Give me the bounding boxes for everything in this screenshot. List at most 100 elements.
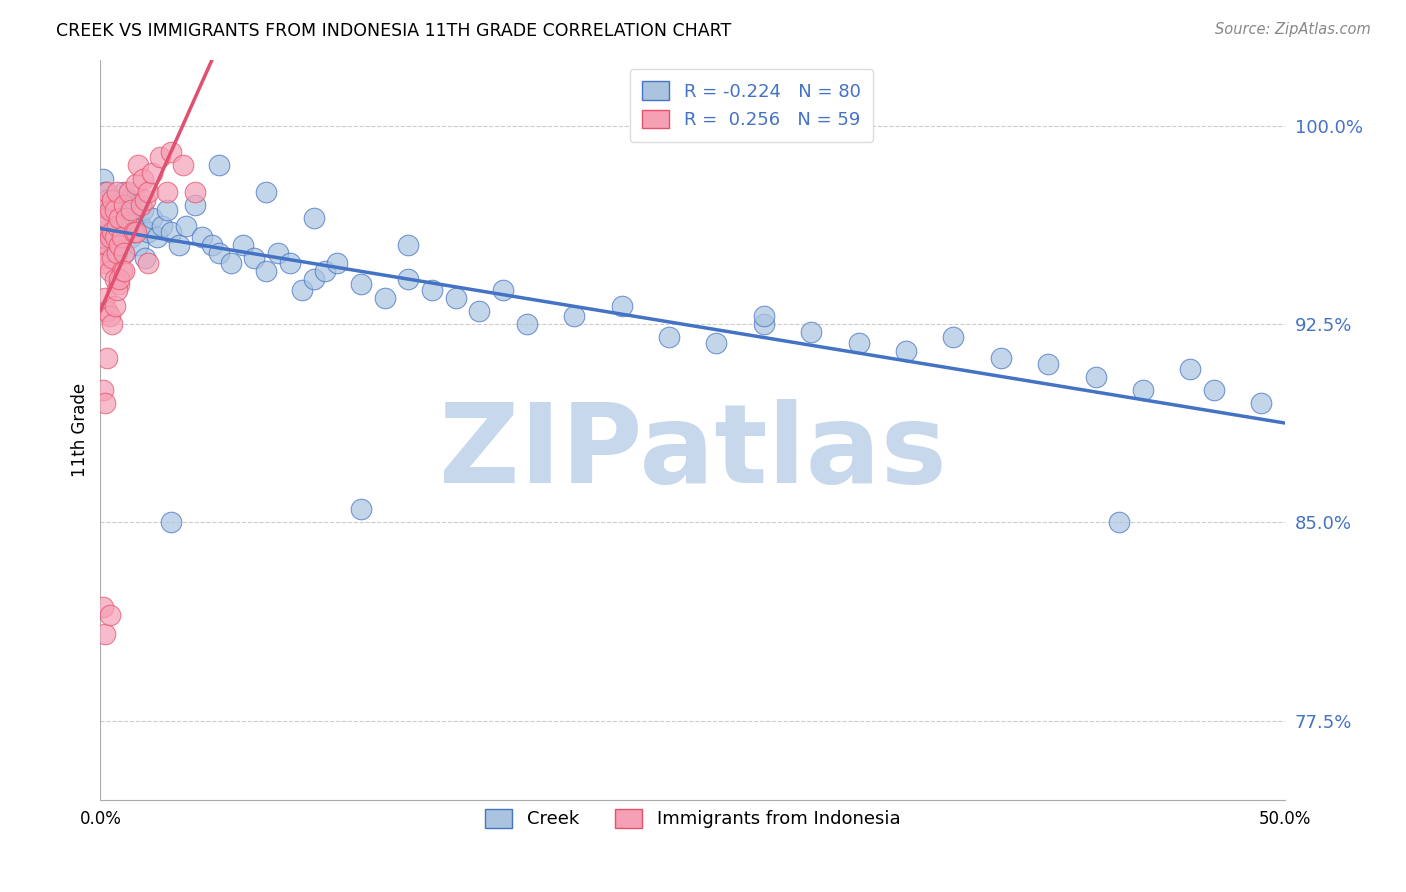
Point	[94, 291, 117, 305]
Point	[105, 185, 128, 199]
Point	[1250, 396, 1272, 410]
Point	[468, 304, 491, 318]
Point	[291, 283, 314, 297]
Point	[1108, 516, 1130, 530]
Point	[302, 272, 325, 286]
Point	[184, 198, 207, 212]
Point	[160, 516, 183, 530]
Point	[91, 600, 114, 615]
Legend: Creek, Immigrants from Indonesia: Creek, Immigrants from Indonesia	[478, 802, 907, 836]
Point	[125, 225, 148, 239]
Point	[98, 237, 121, 252]
Point	[1180, 362, 1202, 376]
Point	[98, 264, 121, 278]
Point	[103, 299, 125, 313]
Point	[115, 211, 138, 226]
Point	[101, 193, 124, 207]
Point	[326, 256, 349, 270]
Point	[98, 225, 121, 239]
Point	[101, 198, 124, 212]
Point	[105, 283, 128, 297]
Point	[94, 396, 117, 410]
Point	[112, 245, 135, 260]
Point	[112, 198, 135, 212]
Point	[98, 608, 121, 623]
Point	[396, 237, 419, 252]
Point	[127, 237, 149, 252]
Point	[111, 264, 134, 278]
Point	[160, 225, 183, 239]
Point	[516, 317, 538, 331]
Point	[120, 229, 142, 244]
Point	[314, 264, 336, 278]
Point	[96, 193, 118, 207]
Text: Source: ZipAtlas.com: Source: ZipAtlas.com	[1215, 22, 1371, 37]
Point	[91, 229, 114, 244]
Point	[208, 245, 231, 260]
Point	[132, 203, 155, 218]
Point	[122, 211, 145, 226]
Point	[184, 185, 207, 199]
Point	[105, 245, 128, 260]
Point	[98, 203, 121, 218]
Point	[562, 309, 585, 323]
Point	[1202, 383, 1225, 397]
Point	[706, 335, 728, 350]
Point	[94, 198, 117, 212]
Text: CREEK VS IMMIGRANTS FROM INDONESIA 11TH GRADE CORRELATION CHART: CREEK VS IMMIGRANTS FROM INDONESIA 11TH …	[56, 22, 731, 40]
Point	[990, 351, 1012, 366]
Point	[752, 309, 775, 323]
Point	[94, 219, 117, 234]
Point	[231, 237, 253, 252]
Point	[103, 245, 125, 260]
Point	[149, 151, 172, 165]
Point	[118, 193, 141, 207]
Point	[112, 264, 135, 278]
Point	[98, 309, 121, 323]
Point	[115, 225, 138, 239]
Point	[108, 237, 131, 252]
Point	[120, 203, 142, 218]
Point	[91, 251, 114, 265]
Point	[111, 229, 134, 244]
Y-axis label: 11th Grade: 11th Grade	[72, 383, 89, 477]
Point	[108, 211, 131, 226]
Point	[96, 237, 118, 252]
Point	[350, 502, 373, 516]
Point	[174, 219, 197, 234]
Point	[492, 283, 515, 297]
Point	[374, 291, 396, 305]
Point	[103, 272, 125, 286]
Point	[150, 219, 173, 234]
Point	[160, 145, 183, 160]
Point	[243, 251, 266, 265]
Point	[1038, 357, 1060, 371]
Point	[118, 185, 141, 199]
Point	[800, 325, 823, 339]
Point	[94, 626, 117, 640]
Point	[610, 299, 633, 313]
Point	[848, 335, 870, 350]
Point	[141, 211, 163, 226]
Point	[91, 383, 114, 397]
Point	[141, 166, 163, 180]
Point	[132, 171, 155, 186]
Point	[208, 158, 231, 172]
Point	[103, 203, 125, 218]
Point	[96, 304, 118, 318]
Point	[103, 229, 125, 244]
Text: ZIPatlas: ZIPatlas	[439, 399, 946, 506]
Point	[156, 203, 179, 218]
Point	[396, 272, 419, 286]
Point	[134, 251, 156, 265]
Point	[94, 203, 117, 218]
Point	[136, 225, 159, 239]
Point	[108, 277, 131, 292]
Point	[350, 277, 373, 292]
Point	[101, 317, 124, 331]
Point	[105, 203, 128, 218]
Point	[125, 177, 148, 191]
Point	[94, 256, 117, 270]
Point	[112, 245, 135, 260]
Point	[103, 211, 125, 226]
